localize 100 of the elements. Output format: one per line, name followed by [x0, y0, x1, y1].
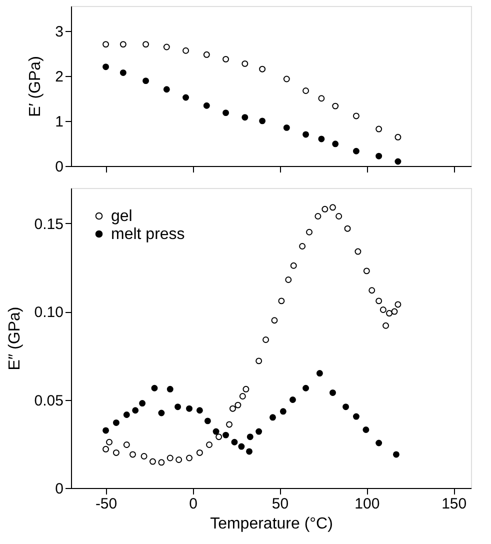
point [206, 442, 212, 448]
point [204, 418, 211, 424]
y-tick-label: 0.15 [34, 216, 64, 233]
point [246, 434, 254, 440]
point [376, 126, 382, 132]
point [230, 405, 236, 412]
point [352, 413, 360, 420]
point [382, 322, 390, 329]
point [239, 393, 246, 400]
legend-label: gel [111, 208, 132, 225]
y-tick-label: 3 [55, 23, 64, 40]
point [271, 317, 278, 324]
point [212, 428, 220, 435]
legend-label: melt press [111, 226, 185, 243]
point [344, 225, 351, 232]
point [238, 443, 245, 450]
point [120, 41, 126, 48]
point [314, 213, 322, 220]
point [376, 298, 382, 304]
point [391, 308, 398, 315]
point [280, 408, 286, 415]
point [186, 405, 192, 412]
point [222, 56, 230, 62]
point [163, 86, 170, 93]
point [140, 453, 148, 460]
point [386, 310, 392, 317]
y-tick-label: 0.05 [34, 392, 64, 410]
point [186, 454, 192, 462]
point [342, 404, 350, 410]
point [302, 384, 310, 392]
point [231, 438, 238, 446]
point [216, 434, 222, 440]
point [132, 407, 139, 414]
point [102, 64, 110, 70]
point [352, 148, 360, 154]
point [142, 78, 150, 84]
point [270, 414, 276, 421]
point [256, 428, 262, 435]
point [102, 427, 110, 434]
point [394, 158, 402, 165]
point [112, 449, 120, 456]
point [394, 301, 402, 308]
point [196, 449, 203, 456]
point [102, 41, 110, 48]
point [285, 276, 292, 283]
point [139, 400, 146, 407]
point [259, 118, 266, 124]
point [130, 451, 136, 458]
point [182, 94, 190, 101]
point [283, 124, 290, 131]
point [151, 384, 158, 392]
point [332, 140, 339, 148]
point [363, 268, 370, 274]
point [106, 438, 112, 446]
point [120, 69, 126, 76]
point [330, 204, 336, 211]
y-tick-label: 0 [55, 158, 64, 176]
point [330, 389, 336, 396]
point [123, 442, 130, 448]
point [352, 112, 360, 120]
point [376, 152, 382, 160]
point [242, 386, 250, 392]
x-tick-label: 0 [189, 496, 198, 512]
point [262, 336, 270, 343]
point [278, 298, 285, 304]
point [332, 102, 339, 110]
point [166, 454, 174, 462]
point [368, 287, 376, 294]
point [318, 95, 325, 102]
point [226, 421, 232, 428]
point [142, 41, 150, 48]
point [123, 412, 130, 418]
point [166, 386, 174, 392]
y-tick-label: 0.10 [34, 304, 64, 322]
point [354, 248, 362, 255]
point [283, 76, 290, 82]
x-tick-label: 150 [442, 496, 467, 512]
point [234, 402, 242, 408]
point [174, 404, 182, 410]
point [176, 456, 182, 463]
point [362, 426, 370, 433]
y-tick-label: 2 [55, 68, 64, 86]
point [380, 306, 386, 313]
y-tick-label: 0 [55, 480, 64, 498]
point [203, 102, 210, 109]
point [222, 432, 230, 438]
point [222, 110, 230, 116]
point [392, 451, 400, 458]
point [150, 458, 156, 465]
point [158, 459, 165, 466]
point [196, 407, 203, 414]
point [316, 370, 323, 377]
point [102, 446, 110, 452]
x-axis-title: Temperature (°C) [210, 516, 333, 532]
point [242, 114, 248, 121]
point [302, 88, 310, 94]
point [290, 262, 297, 269]
y-tick-label: 1 [55, 113, 64, 130]
point [242, 60, 248, 67]
point [203, 51, 210, 58]
